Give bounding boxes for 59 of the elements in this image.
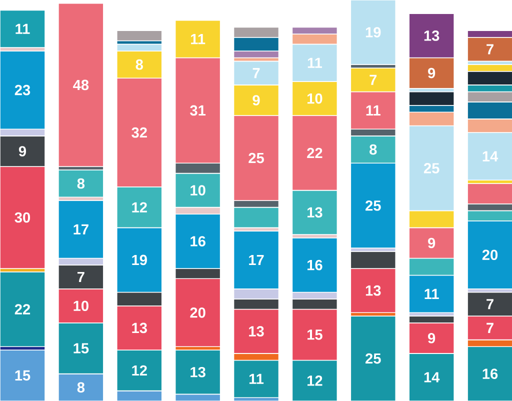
data-label: 17 <box>74 224 88 234</box>
data-label: 19 <box>366 27 381 38</box>
data-label: 8 <box>77 178 85 189</box>
data-label: 23 <box>14 84 30 96</box>
data-label: 15 <box>307 330 322 340</box>
data-label: 12 <box>307 376 322 386</box>
data-label: 9 <box>252 95 260 106</box>
data-label: 25 <box>248 152 264 164</box>
data-label: 9 <box>428 238 436 248</box>
data-label: 13 <box>307 207 322 218</box>
data-label: 13 <box>366 285 381 296</box>
data-label: 10 <box>74 300 88 312</box>
data-label: 11 <box>366 105 380 116</box>
data-label: 16 <box>190 236 206 246</box>
data-label: 7 <box>78 272 84 282</box>
data-label: 8 <box>77 382 85 393</box>
data-label: 12 <box>132 202 147 212</box>
data-label: 30 <box>14 212 30 223</box>
data-label: 9 <box>428 332 436 344</box>
data-label: 13 <box>190 366 206 378</box>
data-label: 14 <box>482 151 498 162</box>
data-label: 17 <box>249 254 264 265</box>
data-label: 20 <box>190 307 206 318</box>
data-label: 7 <box>252 68 260 78</box>
data-label: 12 <box>132 365 147 376</box>
data-label: 13 <box>424 30 440 41</box>
data-label: 11 <box>249 374 264 384</box>
data-label: 48 <box>73 80 89 90</box>
data-label: 11 <box>191 34 206 44</box>
data-label: 7 <box>486 322 494 333</box>
data-label: 25 <box>366 200 381 211</box>
data-label: 19 <box>132 254 147 266</box>
data-label: 16 <box>482 368 498 379</box>
data-label: 15 <box>74 343 89 354</box>
data-label: 10 <box>307 93 322 104</box>
data-label: 7 <box>370 74 377 85</box>
data-label: 13 <box>249 326 264 337</box>
data-label: 25 <box>424 163 440 174</box>
data-label: 7 <box>486 44 494 54</box>
bar <box>0 10 46 48</box>
data-label: 20 <box>482 250 498 260</box>
data-label: 9 <box>18 146 26 156</box>
data-label: 8 <box>370 144 377 155</box>
data-label: 16 <box>307 260 322 270</box>
data-label: 11 <box>308 58 322 68</box>
data-label: 9 <box>428 68 436 78</box>
data-label: 22 <box>307 148 322 158</box>
data-label: 14 <box>424 372 440 382</box>
data-label: 11 <box>424 288 439 299</box>
data-label: 15 <box>15 370 30 381</box>
data-label: 10 <box>190 185 206 196</box>
data-label: 13 <box>132 322 147 334</box>
data-label: 31 <box>190 105 206 116</box>
data-label: 7 <box>486 299 494 310</box>
data-label: 22 <box>14 304 30 314</box>
data-label: 11 <box>16 24 30 34</box>
data-label: 25 <box>366 353 381 364</box>
data-label: 8 <box>136 59 143 70</box>
data-label: 32 <box>132 127 147 138</box>
